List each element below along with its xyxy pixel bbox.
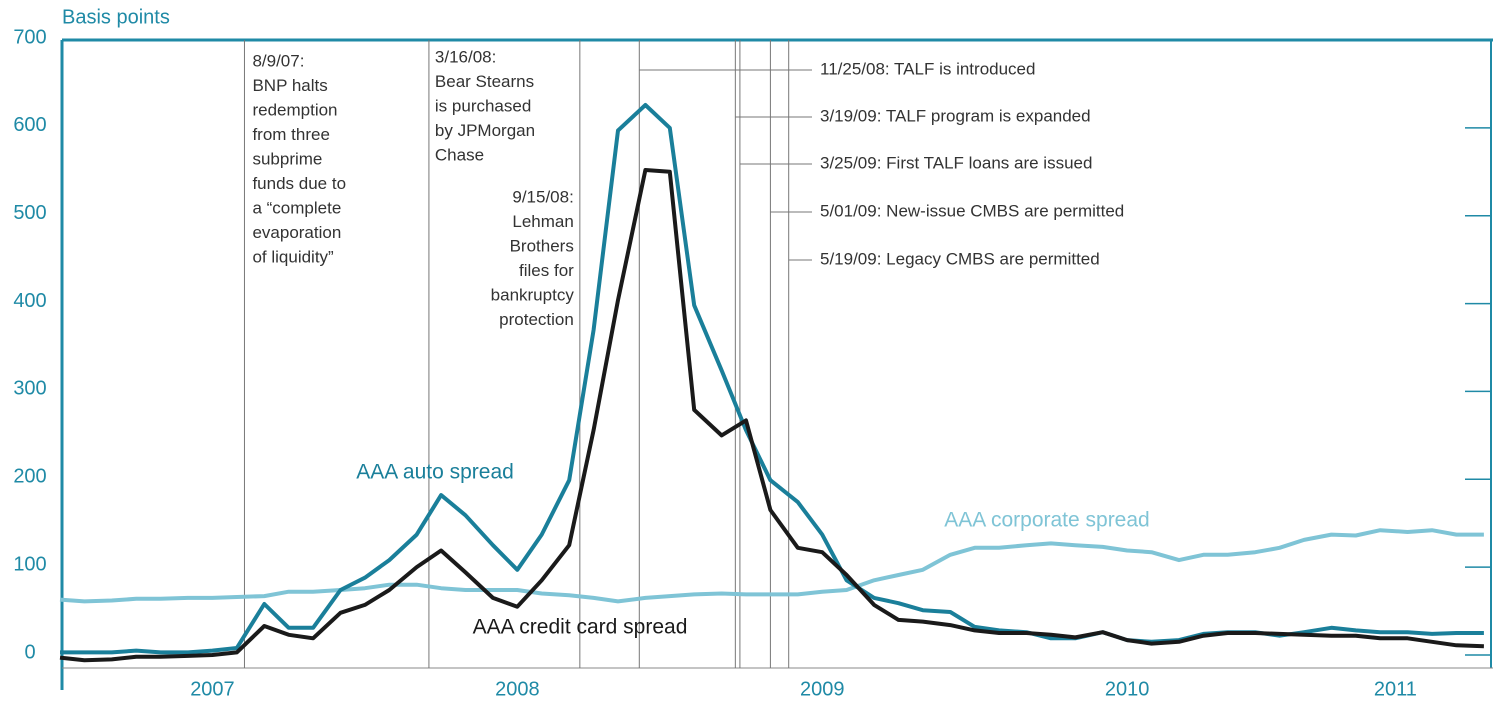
event-text: 3/16/08: [435, 47, 496, 66]
event-text: is purchased [435, 96, 531, 115]
y-tick-label: 500 [13, 202, 46, 224]
y-tick-label: 200 [13, 466, 46, 488]
x-tick-label: 2009 [800, 678, 845, 700]
event-text: BNP halts [252, 76, 327, 95]
series-label: AAA auto spread [356, 461, 514, 484]
event-text: evaporation [252, 223, 341, 242]
series-label: AAA corporate spread [944, 509, 1149, 532]
event-text: subprime [252, 149, 322, 168]
series-label: AAA credit card spread [473, 616, 688, 639]
event-text: Chase [435, 145, 484, 164]
event-text: files for [519, 261, 574, 280]
series-line [59, 168, 1484, 663]
y-tick-label: 700 [13, 26, 46, 48]
y-axis-label: Basis points [62, 6, 170, 28]
event-text: 9/15/08: [512, 187, 573, 206]
x-tick-label: 2008 [495, 678, 540, 700]
x-tick-label: 2010 [1105, 678, 1150, 700]
event-text: funds due to [252, 174, 346, 193]
y-tick-label: 100 [13, 553, 46, 575]
event-text: 8/9/07: [252, 51, 304, 70]
series-line [59, 528, 1484, 604]
event-text: bankruptcy [491, 285, 575, 304]
event-text: Bear Stearns [435, 72, 534, 91]
x-tick-label: 2011 [1374, 678, 1417, 700]
event-text: 11/25/08: TALF is introduced [820, 59, 1035, 78]
event-text: from three [252, 125, 329, 144]
y-tick-label: 0 [24, 641, 35, 663]
event-text: 3/19/09: TALF program is expanded [820, 106, 1091, 125]
event-text: 3/25/09: First TALF loans are issued [820, 153, 1092, 172]
event-text: Brothers [510, 236, 574, 255]
event-text: 5/01/09: New-issue CMBS are permitted [820, 201, 1124, 220]
y-tick-label: 600 [13, 114, 46, 136]
y-tick-label: 300 [13, 378, 46, 400]
x-tick-label: 2007 [190, 678, 235, 700]
y-tick-label: 400 [13, 290, 46, 312]
event-text: by JPMorgan [435, 121, 535, 140]
event-text: a “complete [252, 198, 341, 217]
event-text: Lehman [512, 212, 573, 231]
event-text: of liquidity” [252, 247, 334, 266]
event-text: redemption [252, 100, 337, 119]
event-text: 5/19/09: Legacy CMBS are permitted [820, 249, 1100, 268]
event-text: protection [499, 310, 574, 329]
